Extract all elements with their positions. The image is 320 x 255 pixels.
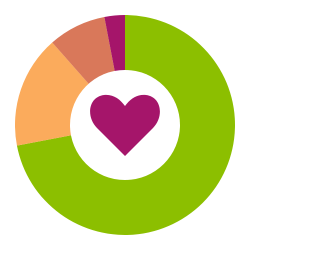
donut-chart [15, 15, 236, 235]
page: {"chart_data": {"type": "donut", "values… [15, 15, 236, 235]
donut-segment [52, 16, 116, 86]
donut-segment [104, 15, 125, 74]
heart-icon [90, 94, 160, 156]
donut-segment [16, 15, 236, 235]
